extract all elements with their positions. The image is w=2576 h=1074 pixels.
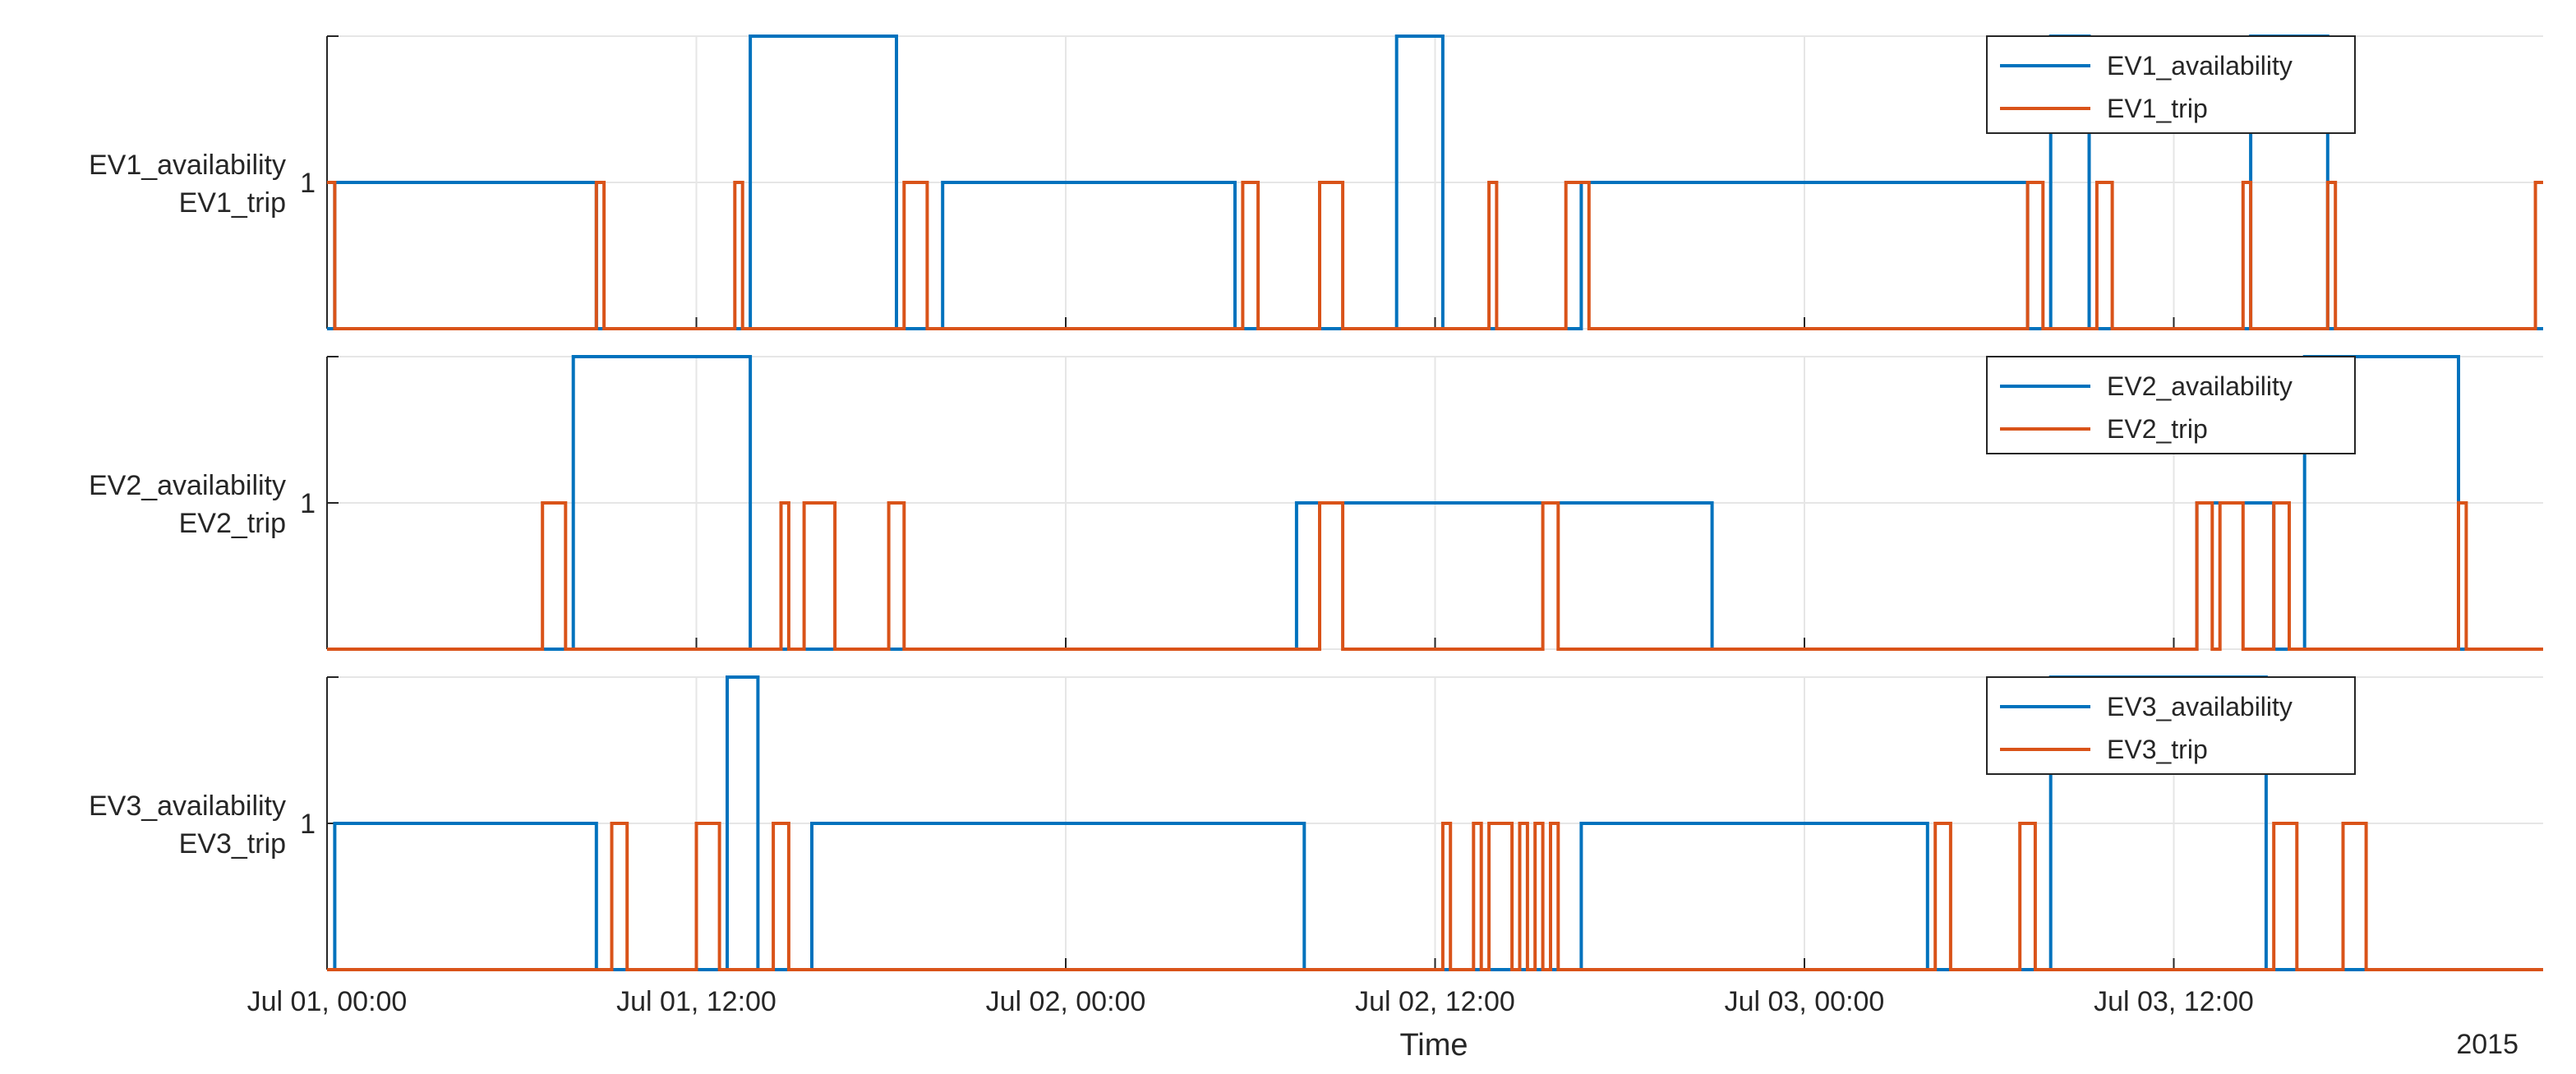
y-tick-label: 1 xyxy=(300,809,316,840)
y-axis-label: EV2_trip xyxy=(179,508,286,539)
y-tick-label: 1 xyxy=(300,168,316,199)
legend-label: EV2_availability xyxy=(2107,371,2293,401)
panels-layer: 1EV1_availabilityEV1_tripEV1_availabilit… xyxy=(89,35,2543,971)
y-axis-label: EV1_availability xyxy=(89,150,286,181)
legend: EV1_availability EV1_trip xyxy=(1986,35,2356,134)
x-tick-label: Jul 03, 00:00 xyxy=(1725,986,1885,1017)
y-axis-label: EV2_availability xyxy=(89,470,286,501)
legend-label: EV3_trip xyxy=(2107,735,2208,764)
x-tick-label: Jul 01, 12:00 xyxy=(616,986,776,1017)
legend-label: EV1_trip xyxy=(2107,94,2208,123)
panel-1: 1EV1_availabilityEV1_tripEV1_availabilit… xyxy=(89,35,2543,330)
legend-box xyxy=(1986,676,2356,775)
x-tick-label: Jul 02, 12:00 xyxy=(1355,986,1515,1017)
series-line-ev1-trip xyxy=(327,181,2543,330)
y-axis-label: EV1_trip xyxy=(179,187,286,219)
panel-3: 1EV3_availabilityEV3_tripEV3_availabilit… xyxy=(89,675,2543,971)
x-tick-label: Jul 02, 00:00 xyxy=(986,986,1146,1017)
series-line-ev3-trip xyxy=(327,822,2543,971)
legend-box xyxy=(1986,356,2356,454)
legend-label: EV2_trip xyxy=(2107,414,2208,444)
series-line-ev2-trip xyxy=(327,501,2543,651)
y-tick-label: 1 xyxy=(300,488,316,519)
x-axis-label: Time xyxy=(1399,1028,1468,1062)
legend: EV3_availability EV3_trip xyxy=(1986,676,2356,775)
legend-label: EV3_availability xyxy=(2107,692,2293,721)
y-axis-label: EV3_trip xyxy=(179,828,286,860)
legend-label: EV1_availability xyxy=(2107,51,2293,81)
x-tick-label: Jul 03, 12:00 xyxy=(2094,986,2254,1017)
series-line-ev3-availability xyxy=(327,675,2543,971)
x-tick-label: Jul 01, 00:00 xyxy=(247,986,408,1017)
panel-2: 1EV2_availabilityEV2_tripEV2_availabilit… xyxy=(89,355,2543,651)
year-label: 2015 xyxy=(2456,1029,2518,1060)
y-axis-label: EV3_availability xyxy=(89,791,286,822)
legend-box xyxy=(1986,35,2356,134)
legend: EV2_availability EV2_trip xyxy=(1986,356,2356,454)
x-tick-labels: Jul 01, 00:00 Jul 01, 12:00 Jul 02, 00:00 J… xyxy=(247,986,2254,1017)
